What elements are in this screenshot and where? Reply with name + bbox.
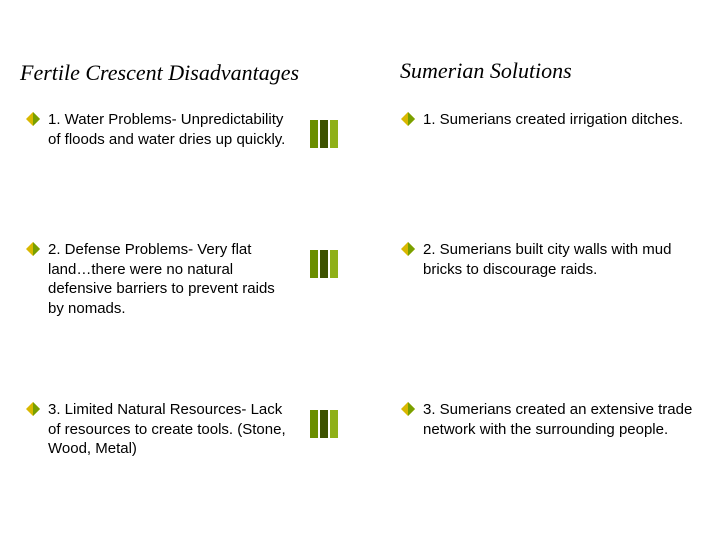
bullet-text-right-1: 1. Sumerians created irrigation ditches. xyxy=(423,110,693,130)
diamond-icon xyxy=(401,112,415,126)
heading-solutions: Sumerian Solutions xyxy=(400,58,572,84)
heading-disadvantages: Fertile Crescent Disadvantages xyxy=(20,60,299,86)
arrow-icon xyxy=(310,244,370,284)
arrow-icon xyxy=(310,114,370,154)
diamond-icon xyxy=(401,402,415,416)
bullet-text-left-1: 1. Water Problems- Unpredictability of f… xyxy=(48,110,288,149)
arrow-icon xyxy=(310,404,370,444)
diamond-icon xyxy=(401,242,415,256)
diamond-icon xyxy=(26,112,40,126)
bullet-text-left-3: 3. Limited Natural Resources- Lack of re… xyxy=(48,400,288,459)
diamond-icon xyxy=(26,242,40,256)
bullet-text-right-2: 2. Sumerians built city walls with mud b… xyxy=(423,240,693,279)
diamond-icon xyxy=(26,402,40,416)
bullet-text-left-2: 2. Defense Problems- Very flat land…ther… xyxy=(48,240,288,318)
bullet-text-right-3: 3. Sumerians created an extensive trade … xyxy=(423,400,693,439)
